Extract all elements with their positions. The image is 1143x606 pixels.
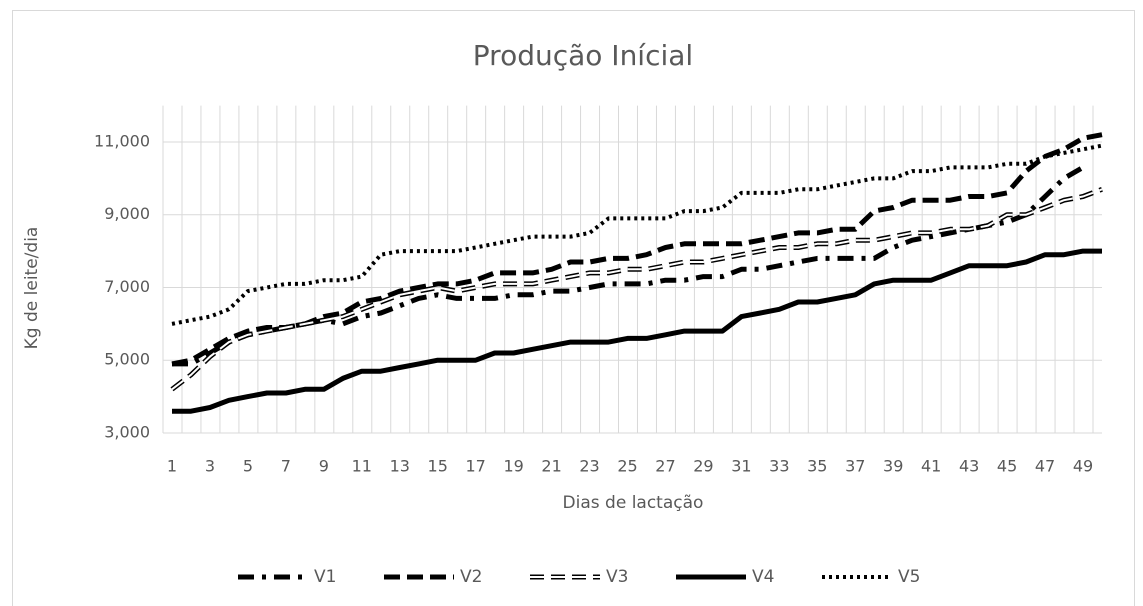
x-tick-label: 1 — [167, 457, 177, 476]
chart-border — [12, 10, 1135, 606]
y-tick-label: 11,000 — [94, 131, 150, 150]
y-tick-label: 7,000 — [104, 277, 150, 296]
x-tick-label: 19 — [503, 457, 523, 476]
x-tick-label: 35 — [807, 457, 827, 476]
x-axis-title: Dias de lactação — [563, 493, 704, 513]
x-tick-label: 17 — [465, 457, 485, 476]
y-tick-label: 3,000 — [104, 423, 150, 442]
y-tick-label: 5,000 — [104, 350, 150, 369]
legend-label: V1 — [314, 567, 336, 587]
legend-label: V3 — [606, 567, 628, 587]
x-tick-label: 21 — [541, 457, 561, 476]
series-line — [171, 143, 1103, 326]
series-line-inner — [171, 188, 1103, 391]
x-tick-label: 33 — [769, 457, 789, 476]
x-tick-label: 7 — [281, 457, 291, 476]
y-tick-label: 9,000 — [104, 204, 150, 223]
y-axis-title: Kg de leite/dia — [22, 227, 42, 350]
x-tick-label: 23 — [579, 457, 599, 476]
x-tick-label: 25 — [617, 457, 637, 476]
legend-label: V5 — [898, 567, 920, 587]
x-tick-label: 49 — [1073, 457, 1093, 476]
x-tick-label: 9 — [319, 457, 329, 476]
x-tick-label: 13 — [390, 457, 410, 476]
x-tick-label: 3 — [205, 457, 215, 476]
x-tick-label: 39 — [883, 457, 903, 476]
series-line — [172, 165, 1085, 367]
x-tick-label: 31 — [731, 457, 751, 476]
x-tick-label: 27 — [655, 457, 675, 476]
x-tick-label: 43 — [959, 457, 979, 476]
x-tick-label: 45 — [997, 457, 1017, 476]
chart-title: Produção Inícial — [473, 39, 693, 72]
legend-label: V2 — [460, 567, 482, 587]
series-line — [171, 132, 1103, 367]
x-tick-label: 29 — [693, 457, 713, 476]
x-tick-label: 41 — [921, 457, 941, 476]
series-line — [172, 248, 1102, 414]
x-tick-label: 11 — [352, 457, 372, 476]
x-tick-label: 47 — [1035, 457, 1055, 476]
x-tick-label: 5 — [243, 457, 253, 476]
x-tick-label: 15 — [428, 457, 448, 476]
legend-label: V4 — [752, 567, 774, 587]
x-tick-label: 37 — [845, 457, 865, 476]
